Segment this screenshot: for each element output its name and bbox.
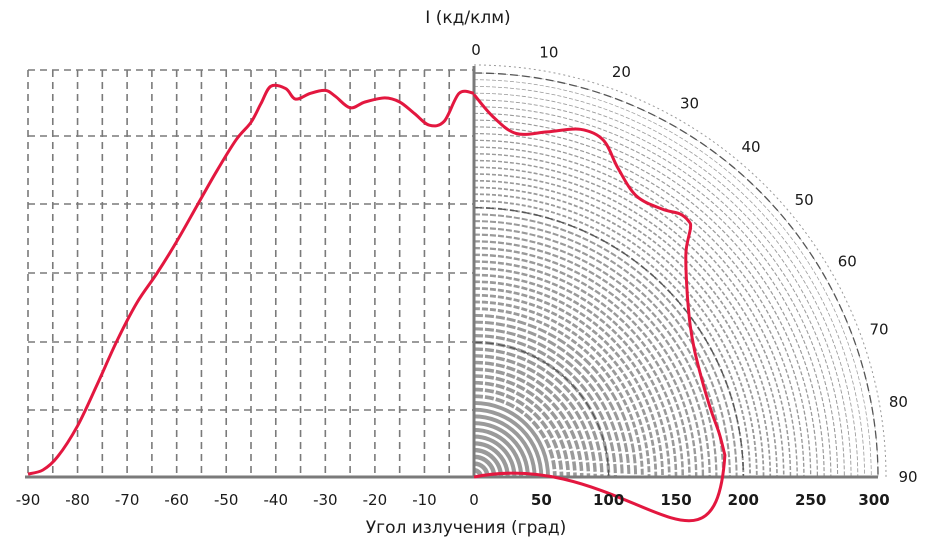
x-tick-label: -90 [16,491,41,509]
polar-ring [473,179,772,478]
polar-ring [473,79,872,478]
polar-outer-rim [473,64,887,478]
polar-ring [473,434,517,478]
polar-ring [473,273,678,478]
angle-tick-label: 60 [838,253,857,271]
polar-ring [473,394,557,478]
polar-curve [472,93,727,523]
polar-ring [473,427,524,478]
cartesian-curve [27,83,475,476]
polar-ring [473,414,537,478]
polar-ring [473,441,510,478]
polar-ring [473,313,638,478]
polar-grid [473,64,887,478]
tick-labels: -90 -80 -70 -60 -50 -40 -30 -20 -10 0 50 100 150 200 2… [16,41,918,509]
polar-ring [473,387,564,478]
polar-ring [473,260,691,478]
y-axis-title: I (кд/клм) [425,8,510,28]
radius-tick-label: 100 [593,491,624,509]
polar-major-ring [473,72,879,478]
polar-major-ring [473,207,744,478]
polar-ring [473,119,832,478]
radius-tick-label: 250 [795,491,826,509]
polar-ring [473,367,584,478]
polar-ring [473,300,651,478]
polar-ring [473,126,825,478]
polar-ring [473,280,671,478]
x-tick-label: -20 [363,491,388,509]
x-tick-label: -40 [264,491,289,509]
radius-tick-label: 50 [531,491,552,509]
polar-ring [473,407,544,478]
polar-ring [473,132,819,478]
polar-ring [473,220,731,478]
polar-ring [473,293,658,478]
polar-ring [473,360,591,478]
angle-tick-label: 0 [471,41,481,59]
polar-ring [473,327,624,478]
polar-ring [473,173,778,478]
curves [27,83,727,523]
angle-tick-label: 20 [612,63,631,81]
angle-tick-label: 70 [869,321,888,339]
x-tick-label: -70 [115,491,140,509]
polar-ring [473,99,852,478]
polar-ring [473,86,865,478]
polar-ring [473,380,571,478]
angle-tick-label: 80 [889,393,908,411]
polar-ring [473,186,765,478]
radius-tick-label: 150 [660,491,691,509]
polar-ring [473,146,805,478]
polar-ring [473,320,631,478]
polar-ring [473,307,644,478]
radius-tick-label: 300 [858,491,889,509]
polar-ring [473,92,859,478]
angle-tick-label: 30 [680,95,699,113]
angle-tick-label: 50 [795,191,814,209]
polar-ring [473,240,711,478]
x-axis-title: Угол излучения (град) [366,518,566,538]
angle-tick-label: 40 [741,138,760,156]
polar-ring [473,112,839,478]
polar-ring [473,139,812,478]
x-tick-label: 0 [469,491,479,509]
polar-ring [473,266,685,478]
angle-tick-label: 10 [539,44,558,62]
polar-ring [473,334,617,478]
x-tick-label: -30 [313,491,338,509]
polar-ring [473,153,798,478]
polar-ring [473,253,698,478]
radius-tick-label: 200 [728,491,759,509]
polar-ring [473,213,738,478]
polar-ring [473,287,664,478]
polar-ring [473,159,792,478]
polar-ring [473,374,577,478]
polar-ring [473,199,752,478]
polar-major-ring [473,341,610,478]
polar-ring [473,246,705,478]
x-tick-label: -10 [412,491,437,509]
axes [25,66,878,479]
polar-ring [473,193,758,478]
polar-ring [473,166,785,478]
polar-ring [473,347,604,478]
polar-ring [473,354,597,478]
angle-tick-label: 90 [898,468,917,486]
cartesian-grid [27,69,474,477]
x-tick-label: -50 [214,491,239,509]
polar-ring [473,401,550,478]
x-tick-label: -80 [65,491,90,509]
polar-ring [473,226,725,478]
polar-ring [473,233,718,478]
polar-ring [473,106,845,478]
polar-ring [473,421,530,478]
x-tick-label: -60 [164,491,189,509]
